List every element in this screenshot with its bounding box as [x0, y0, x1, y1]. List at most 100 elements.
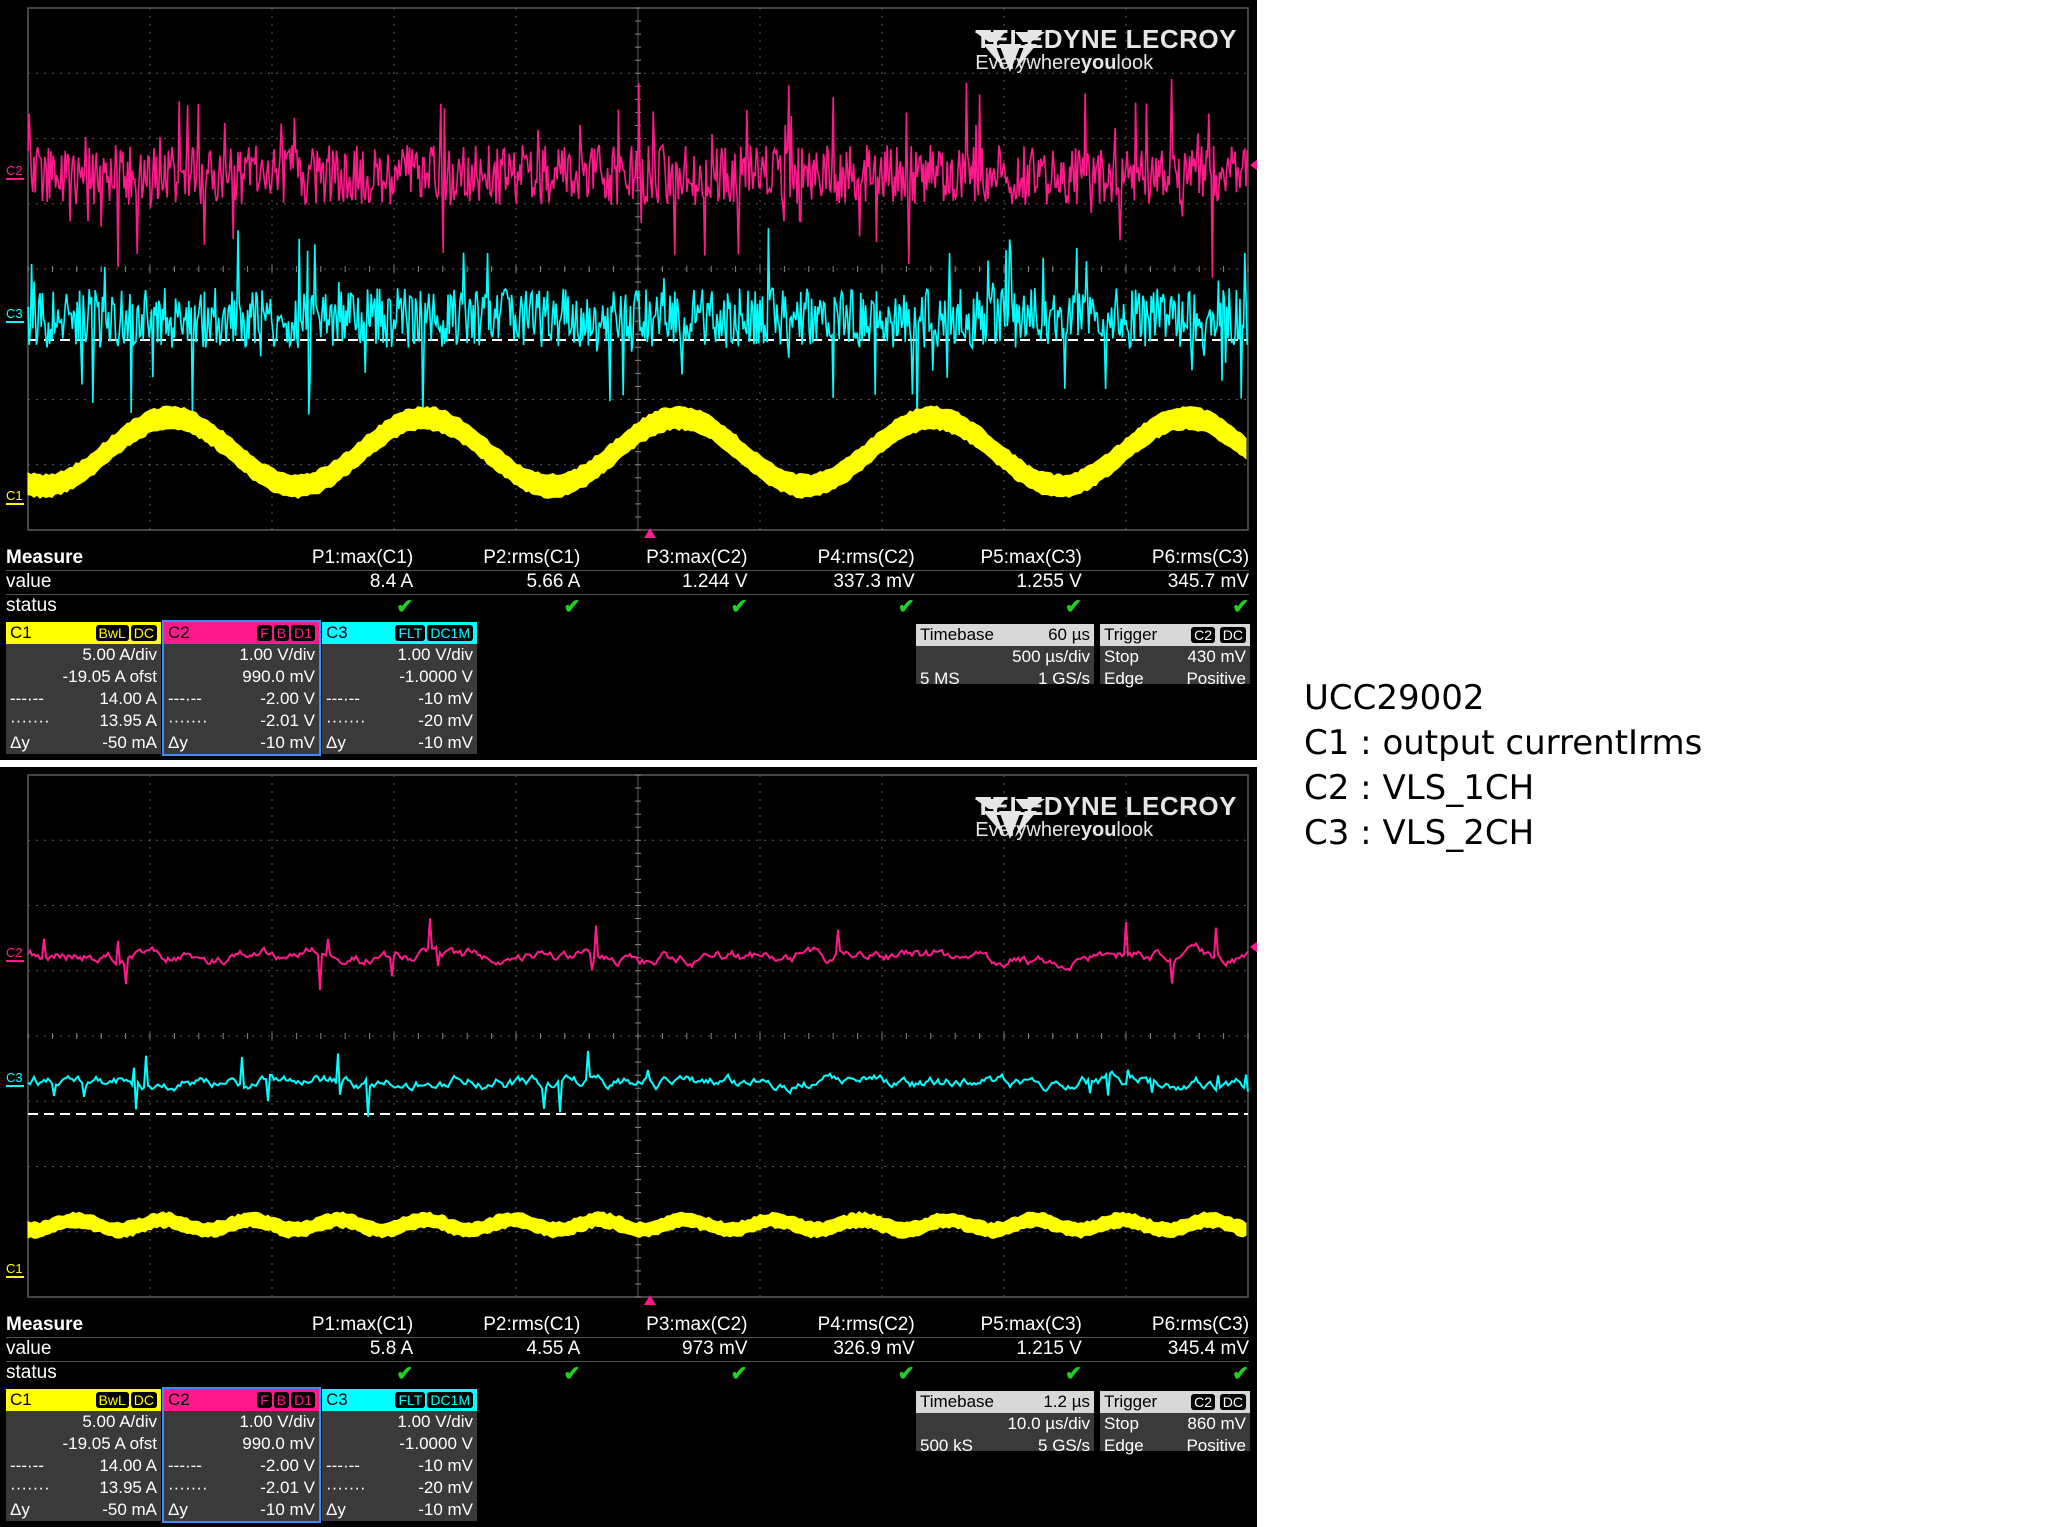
trigger-mode: Stop	[1104, 647, 1139, 666]
measure-p6[interactable]: P6:rms(C3)	[1151, 1314, 1250, 1335]
scope-screenshot-1: C2 C3 C1 TELEDYNE LECROY Everywhereyoulook…	[0, 0, 1257, 760]
measure-status-row: status ✔ ✔ ✔ ✔ ✔ ✔	[6, 594, 1249, 618]
measure-p3[interactable]: P3:max(C2)	[646, 1314, 748, 1335]
value-p1: 8.4 A	[369, 571, 414, 592]
c1-cursor1: 14.00 A	[99, 1456, 157, 1475]
c3-delta: -10 mV	[418, 733, 473, 752]
c2-delta: -10 mV	[260, 733, 315, 752]
value-label: value	[6, 1338, 52, 1359]
c2-delta: -10 mV	[260, 1500, 315, 1519]
trigger-level-marker	[1250, 941, 1257, 953]
channel-marker-c3: C3	[6, 306, 23, 321]
measure-p5[interactable]: P5:max(C3)	[980, 1314, 1082, 1335]
channel-c3-title: C3 FLT DC1M	[322, 1389, 477, 1411]
c2-cursor1: -2.00 V	[260, 689, 315, 708]
channel-c1-descriptor[interactable]: C1 BwL DC 5.00 A/div -19.05 A ofst ---·-…	[6, 622, 161, 754]
scope-screenshot-2: C2 C3 C1 TELEDYNE LECROY Everywhereyoulook…	[0, 767, 1257, 1527]
value-p4: 337.3 mV	[833, 571, 915, 592]
divider	[6, 1361, 1249, 1362]
trigger-slope: Positive	[1186, 1436, 1246, 1455]
c2-scale: 1.00 V/div	[239, 645, 315, 664]
c3-scale: 1.00 V/div	[397, 645, 473, 664]
channel-marker-c1: C1	[6, 1261, 23, 1276]
measure-p4[interactable]: P4:rms(C2)	[817, 1314, 915, 1335]
channel-c2-title: C2 F B D1	[164, 622, 319, 644]
channel-c3-descriptor[interactable]: C3 FLT DC1M 1.00 V/div -1.0000 V ---·-- -…	[322, 622, 477, 754]
divider	[6, 1337, 1249, 1338]
measure-p1[interactable]: P1:max(C1)	[311, 1314, 414, 1335]
trigger-slope: Positive	[1186, 669, 1246, 688]
teledyne-lecroy-logo: TELEDYNE LECROY Everywhereyoulook	[975, 793, 1237, 841]
measure-p1[interactable]: P1:max(C1)	[311, 547, 414, 568]
annotation-line: C2 : VLS_1CH	[1304, 768, 1535, 808]
check-icon: ✔	[563, 1362, 581, 1385]
c3-delta: -10 mV	[418, 1500, 473, 1519]
waveform-plot: C2 C3 C1	[6, 774, 1257, 1305]
c3-offset: -1.0000 V	[399, 1434, 473, 1453]
timebase-delay: 60 µs	[1048, 625, 1090, 644]
value-p3: 1.244 V	[682, 571, 748, 592]
channel-c3-descriptor[interactable]: C3 FLT DC1M 1.00 V/div -1.0000 V ---·-- -…	[322, 1389, 477, 1521]
c1-offset: -19.05 A ofst	[62, 667, 157, 686]
check-icon: ✔	[897, 595, 915, 618]
timebase-box[interactable]: Timebase 1.2 µs 10.0 µs/div 500 kS 5 GS/s	[916, 1391, 1094, 1455]
c1-delta: -50 mA	[102, 1500, 157, 1519]
measure-status-row: status ✔ ✔ ✔ ✔ ✔ ✔	[6, 1361, 1249, 1385]
channel-c1-descriptor[interactable]: C1 BwL DC 5.00 A/div -19.05 A ofst ---·-…	[6, 1389, 161, 1521]
trigger-position-marker	[644, 1295, 656, 1305]
c1-cursor2: 13.95 A	[99, 1478, 157, 1497]
timebase-box[interactable]: Timebase 60 µs 500 µs/div 5 MS 1 GS/s	[916, 624, 1094, 688]
value-p2: 4.55 A	[526, 1338, 581, 1359]
c1-cursor1: 14.00 A	[99, 689, 157, 708]
check-icon: ✔	[396, 595, 414, 618]
trigger-level: 430 mV	[1187, 647, 1246, 666]
measure-p4[interactable]: P4:rms(C2)	[817, 547, 915, 568]
c3-cursor1: -10 mV	[418, 1456, 473, 1475]
value-p3: 973 mV	[682, 1338, 748, 1359]
trigger-mode: Stop	[1104, 1414, 1139, 1433]
measure-p2[interactable]: P2:rms(C1)	[483, 1314, 581, 1335]
channel-c1-title: C1 BwL DC	[6, 622, 161, 644]
c3-cursor1: -10 mV	[418, 689, 473, 708]
divider	[6, 594, 1249, 595]
check-icon: ✔	[1065, 1362, 1082, 1385]
waveform-plot: C2 C3 C1	[6, 7, 1257, 538]
c2-scale: 1.00 V/div	[239, 1412, 315, 1431]
timebase-tdiv: 10.0 µs/div	[1007, 1414, 1090, 1433]
timebase-samples: 500 kS	[920, 1436, 973, 1455]
measure-value-row: value 8.4 A 5.66 A 1.244 V 337.3 mV 1.25…	[6, 570, 1249, 594]
teledyne-logo-icon	[975, 32, 1046, 72]
timebase-samples: 5 MS	[920, 669, 960, 688]
measure-p3[interactable]: P3:max(C2)	[646, 547, 748, 568]
c3-offset: -1.0000 V	[399, 667, 473, 686]
waveform-display: C2 C3 C1 TELEDYNE LECROY Everywhereyoulook	[0, 767, 1257, 1307]
c2-cursor2: -2.01 V	[260, 711, 315, 730]
measure-label[interactable]: Measure	[6, 547, 84, 568]
check-icon: ✔	[563, 595, 581, 618]
measure-header-row: Measure P1:max(C1) P2:rms(C1) P3:max(C2)…	[6, 1313, 1249, 1337]
c2-offset: 990.0 mV	[242, 667, 315, 686]
timebase-tdiv: 500 µs/div	[1012, 647, 1090, 666]
channel-c2-descriptor[interactable]: C2 F B D1 1.00 V/div 990.0 mV ---·-- -2.0…	[162, 1387, 321, 1523]
measure-value-row: value 5.8 A 4.55 A 973 mV 326.9 mV 1.215…	[6, 1337, 1249, 1361]
channel-c2-descriptor[interactable]: C2 F B D1 1.00 V/div 990.0 mV ---·-- -2.0…	[162, 620, 321, 756]
channel-c3-title: C3 FLT DC1M	[322, 622, 477, 644]
value-p4: 326.9 mV	[833, 1338, 915, 1359]
c1-trace	[27, 405, 1247, 500]
trigger-box[interactable]: Trigger C2 DC Stop 860 mV Edge Positive	[1100, 1391, 1250, 1455]
annotation-line: UCC29002	[1304, 678, 1485, 718]
measure-p2[interactable]: P2:rms(C1)	[483, 547, 581, 568]
c1-delta: -50 mA	[102, 733, 157, 752]
timebase-rate: 5 GS/s	[1038, 1436, 1090, 1455]
c3-trace	[27, 228, 1248, 424]
logo-tagline: Everywhereyoulook	[975, 819, 1154, 841]
channel-marker-c2: C2	[6, 945, 23, 960]
logo-tagline: Everywhereyoulook	[975, 52, 1154, 74]
measure-p6[interactable]: P6:rms(C3)	[1151, 547, 1250, 568]
measure-label[interactable]: Measure	[6, 1314, 84, 1335]
check-icon: ✔	[1232, 595, 1250, 618]
measure-p5[interactable]: P5:max(C3)	[980, 547, 1082, 568]
trigger-box[interactable]: Trigger C2 DC Stop 430 mV Edge Positive	[1100, 624, 1250, 688]
c1-trace	[27, 1210, 1247, 1239]
trigger-type: Edge	[1104, 669, 1144, 688]
